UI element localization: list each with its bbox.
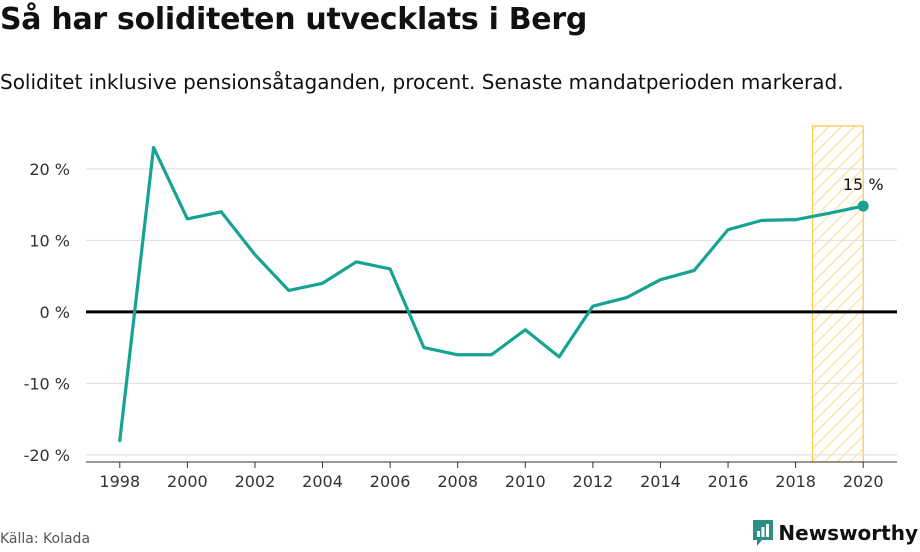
chart-title: Så har soliditeten utvecklats i Berg — [0, 2, 588, 37]
x-tick-label: 2018 — [775, 472, 816, 491]
brand-logo: Newsworthy — [752, 519, 918, 547]
y-tick-label: 20 % — [29, 160, 70, 179]
x-tick-label: 1998 — [99, 472, 140, 491]
end-point — [857, 200, 869, 212]
x-tick-label: 2000 — [167, 472, 208, 491]
x-tick-label: 2004 — [302, 472, 343, 491]
newsworthy-logo-icon — [753, 520, 774, 546]
y-tick-label: 0 % — [40, 303, 70, 322]
y-tick-label: -10 % — [24, 374, 70, 393]
brand-name: Newsworthy — [778, 521, 918, 545]
x-tick-label: 2020 — [843, 472, 884, 491]
source-note: Källa: Kolada — [0, 531, 91, 547]
x-tick-label: 2016 — [708, 472, 749, 491]
x-tick-label: 2006 — [370, 472, 411, 491]
end-value-label: 15 % — [843, 175, 884, 194]
x-tick-label: 2012 — [573, 472, 614, 491]
series-line — [118, 145, 865, 443]
x-tick-label: 2008 — [437, 472, 478, 491]
x-tick-label: 2002 — [235, 472, 276, 491]
y-tick-label: -20 % — [24, 446, 70, 465]
y-tick-label: 10 % — [29, 231, 70, 250]
x-tick-label: 2014 — [640, 472, 681, 491]
x-tick-label: 2010 — [505, 472, 546, 491]
chart-subtitle: Soliditet inklusive pensionsåtaganden, p… — [0, 70, 844, 94]
